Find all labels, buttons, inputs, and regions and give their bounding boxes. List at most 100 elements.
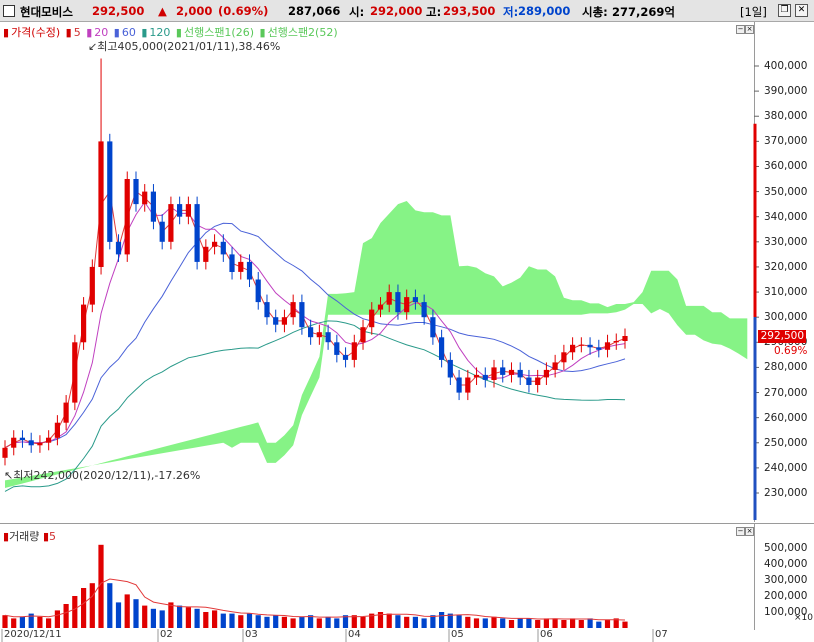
volume-pane-close-icon[interactable]: × — [745, 527, 754, 536]
candle-body — [369, 309, 375, 328]
candle-body — [500, 367, 506, 375]
close-icon[interactable]: ✕ — [795, 4, 808, 17]
candle-body — [2, 447, 8, 458]
pane-minimize-icon[interactable]: − — [736, 25, 745, 34]
candle-body — [325, 332, 331, 343]
candle-body — [255, 279, 261, 303]
legend-span2: 선행스팬2(52) — [267, 26, 338, 39]
legend-span2-marker: ▮ — [259, 26, 266, 39]
volume-bar — [273, 615, 279, 628]
volume-bar — [159, 610, 165, 628]
price-tick: 330,000 — [764, 235, 808, 248]
volume-bar — [133, 599, 139, 628]
volume-bar — [72, 596, 78, 628]
volume-bar — [203, 612, 209, 628]
ma60-line — [4, 222, 626, 449]
volume-bar — [142, 605, 148, 628]
volume-bar — [81, 588, 87, 628]
volume-bar — [37, 616, 43, 628]
price-tick: 390,000 — [764, 85, 808, 98]
title-bar: 현대모비스 292,500 ▲ 2,000 (0.69%) 287,066 시:… — [0, 0, 814, 22]
volume-bar — [491, 616, 497, 628]
volume-bar — [561, 620, 567, 628]
open-price: 292,000 — [370, 4, 423, 18]
volume-bar — [124, 594, 130, 628]
volume-pane-minimize-icon[interactable]: − — [736, 527, 745, 536]
candle-body — [89, 266, 95, 305]
current-price-tag: 292,500 — [758, 330, 806, 343]
legend-span1-marker: ▮ — [175, 26, 182, 39]
candle-body — [203, 246, 209, 262]
volume-bar — [316, 618, 322, 628]
candle-body — [622, 336, 628, 341]
candle-body — [133, 179, 139, 205]
x-axis-label: 03 — [245, 629, 258, 640]
volume-bar — [325, 616, 331, 628]
volume-bar — [89, 583, 95, 628]
price-tick: 300,000 — [764, 311, 808, 324]
volume-bar — [238, 615, 244, 628]
volume-bar — [377, 612, 384, 628]
candle-body — [194, 204, 200, 262]
candle-body — [220, 241, 226, 255]
volume-marker: ▮ — [3, 530, 10, 543]
period-selector[interactable]: [1일] — [740, 5, 767, 19]
volume-tick: 400,000 — [764, 558, 808, 570]
market-cap: 277,269억 — [612, 5, 675, 19]
candle-body — [342, 354, 349, 360]
trade-volume: 287,066 — [288, 4, 341, 18]
current-price: 292,500 — [92, 4, 145, 18]
candle-body — [63, 402, 69, 423]
candle-body — [238, 261, 244, 272]
volume-bar — [46, 618, 52, 628]
pane-close-icon[interactable]: × — [745, 25, 754, 34]
restore-icon[interactable]: ❐ — [778, 4, 791, 17]
volume-bar — [115, 602, 122, 628]
low-label: 저: — [503, 5, 519, 19]
candle-body — [447, 359, 453, 378]
price-change-pct: (0.69%) — [218, 4, 269, 18]
volume-bar — [508, 620, 515, 628]
high-label: 고: — [426, 5, 442, 19]
volume-bar — [351, 615, 357, 628]
candle-body — [377, 304, 384, 310]
volume-bar — [369, 613, 375, 628]
volume-bar — [412, 616, 418, 628]
volume-bar — [54, 610, 60, 628]
candle-body — [386, 292, 392, 305]
candle-body — [115, 241, 122, 255]
price-change: 2,000 — [176, 4, 213, 18]
volume-bar — [622, 621, 628, 628]
low-annotation-text: 최저242,000(2020/12/11),-17.26% — [13, 469, 201, 482]
price-tick: 400,000 — [764, 60, 808, 72]
stock-name: 현대모비스 — [20, 5, 73, 19]
volume-bar — [11, 618, 17, 628]
select-checkbox[interactable] — [3, 5, 15, 17]
price-tick: 260,000 — [764, 411, 808, 424]
high-price: 293,500 — [443, 4, 496, 18]
volume-ma-marker: ▮ — [42, 530, 49, 543]
volume-ma-label: 5 — [49, 530, 56, 543]
volume-label: 거래량 — [9, 530, 40, 543]
legend-ma5-marker: ▮ — [65, 26, 72, 39]
legend-ma60: 60 — [121, 26, 136, 39]
price-tick: 230,000 — [764, 487, 808, 499]
candle-body — [54, 422, 60, 438]
candle-body — [107, 141, 113, 242]
x-axis-label: 05 — [451, 629, 464, 640]
volume-bar — [360, 616, 366, 628]
candle-body — [351, 342, 357, 360]
volume-bar — [517, 618, 523, 628]
price-tick: 370,000 — [764, 135, 808, 148]
chart-legend: ▮ 가격(수정) ▮ 5 ▮ 20 ▮ 60 ▮ 120 ▮ 선행스팬1(26) ▮ 선행스팬… — [3, 24, 340, 40]
legend-ma20: 20 — [94, 26, 109, 39]
candle-body — [604, 342, 611, 350]
legend-span1: 선행스팬1(26) — [183, 26, 255, 39]
volume-bar — [63, 604, 69, 628]
price-tick: 320,000 — [764, 260, 808, 273]
high-annotation: ↙최고405,000(2021/01/11),38.46% — [88, 40, 281, 53]
candle-body — [439, 337, 445, 360]
volume-bar — [168, 602, 174, 628]
candle-body — [456, 377, 462, 393]
